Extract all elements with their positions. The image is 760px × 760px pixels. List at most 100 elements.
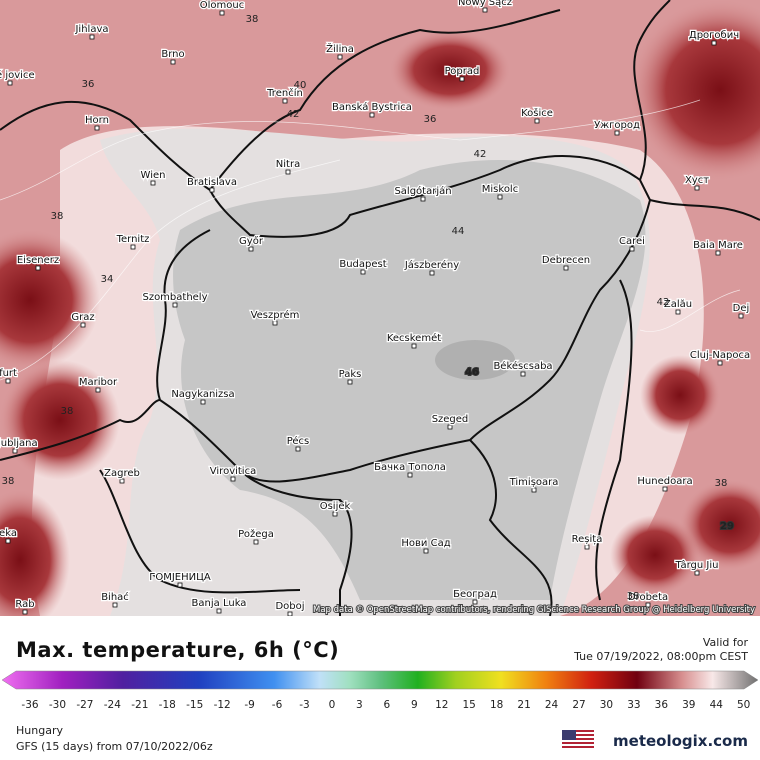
flag-icon[interactable] bbox=[562, 730, 594, 750]
city-marker bbox=[172, 302, 178, 308]
city-marker bbox=[89, 34, 95, 40]
city-marker bbox=[369, 112, 375, 118]
region: Hungary bbox=[16, 724, 63, 737]
city-label: Zalău bbox=[664, 299, 692, 310]
city-marker bbox=[675, 309, 681, 315]
city-marker bbox=[119, 478, 125, 484]
city-marker bbox=[715, 250, 721, 256]
contour-label: 34 bbox=[101, 274, 114, 285]
city-label: Požega bbox=[238, 528, 274, 540]
contour-label: 29 bbox=[720, 521, 734, 532]
city-label: Нови Сад bbox=[401, 538, 450, 549]
city-label: Békéscsaba bbox=[493, 360, 552, 372]
city-marker bbox=[209, 187, 215, 193]
contour-label: 38 bbox=[246, 14, 259, 25]
hot-core bbox=[173, 160, 646, 600]
city-label: Graz bbox=[71, 312, 94, 323]
colorbar-tick-label: 24 bbox=[545, 699, 559, 711]
city-marker bbox=[5, 538, 11, 544]
city-label: Budapest bbox=[339, 259, 386, 270]
city-label: Cluj-Napoca bbox=[690, 350, 750, 361]
colorbar-tick-label: 44 bbox=[710, 699, 724, 711]
colorbar-scale bbox=[1, 670, 759, 690]
city-marker bbox=[5, 378, 11, 384]
city-label: Carei bbox=[619, 236, 645, 247]
city-marker bbox=[531, 487, 537, 493]
city-marker bbox=[272, 320, 278, 326]
city-marker bbox=[629, 246, 635, 252]
city-marker bbox=[429, 270, 435, 276]
city-marker bbox=[287, 611, 293, 616]
city-label: Nowy Sącz bbox=[458, 0, 512, 8]
city-label: Olomouc bbox=[200, 0, 244, 11]
city-label: Doboj bbox=[275, 601, 304, 612]
colorbar-tick-label: -6 bbox=[272, 699, 283, 711]
city-label: Bihać bbox=[101, 591, 129, 603]
colorbar-tick-label: 9 bbox=[411, 699, 418, 711]
city-marker bbox=[35, 265, 41, 271]
city-marker bbox=[717, 360, 723, 366]
city-marker bbox=[497, 194, 503, 200]
city-marker bbox=[248, 246, 254, 252]
colorbar-tick-label: 39 bbox=[682, 699, 695, 711]
city-marker bbox=[253, 539, 259, 545]
hot-spot bbox=[0, 490, 70, 616]
colorbar-tick-label: -12 bbox=[214, 699, 231, 711]
city-marker bbox=[738, 313, 744, 319]
colorbar-tick-label: -3 bbox=[299, 699, 309, 711]
hot-spot bbox=[630, 0, 760, 180]
city-marker bbox=[534, 118, 540, 124]
city-marker bbox=[80, 322, 86, 328]
city-marker bbox=[219, 10, 225, 16]
city-marker bbox=[423, 548, 429, 554]
city-label: Jászberény bbox=[404, 259, 459, 271]
colorbar-tick-label: -18 bbox=[159, 699, 176, 711]
city-marker bbox=[22, 609, 28, 615]
city-label: ské jovice bbox=[0, 69, 35, 81]
colorbar-tick-label: 21 bbox=[517, 699, 530, 711]
legend-title: Max. temperature, 6h (°C) bbox=[16, 638, 340, 662]
contour-label: 40 bbox=[294, 80, 307, 91]
city-marker bbox=[694, 185, 700, 191]
contour-label: 36 bbox=[424, 114, 437, 125]
isotherms bbox=[0, 99, 741, 381]
city-label: Reșița bbox=[572, 534, 603, 545]
colorbar-tick-label: 50 bbox=[737, 699, 750, 711]
city-label: Poprad bbox=[445, 66, 480, 77]
city-label: furt bbox=[0, 368, 17, 379]
city-label: Győr bbox=[239, 235, 264, 247]
city-label: Београд bbox=[453, 589, 497, 600]
city-marker bbox=[459, 76, 465, 82]
logo[interactable]: meteologix.com bbox=[613, 732, 748, 750]
city-label: Košice bbox=[521, 107, 553, 119]
city-label: Бачка Топола bbox=[374, 462, 446, 473]
city-marker bbox=[200, 399, 206, 405]
contour-label: 42 bbox=[287, 109, 300, 120]
city-label: Szeged bbox=[432, 414, 469, 425]
contour-label: 42 bbox=[657, 297, 670, 308]
city-label: Horn bbox=[85, 115, 109, 126]
city-label: eka bbox=[0, 528, 17, 539]
colorbar-tick-label: -9 bbox=[244, 699, 254, 711]
city-label: ГОМЈЕНИЦА bbox=[149, 572, 211, 583]
city-label: Dej bbox=[733, 303, 750, 314]
city-label: Eisenerz bbox=[17, 255, 59, 266]
legend-panel: Max. temperature, 6h (°C) Valid for Tue … bbox=[0, 616, 760, 760]
city-label: Trenčín bbox=[266, 87, 303, 99]
colorbar-tick-label: 15 bbox=[463, 699, 476, 711]
city-marker bbox=[482, 7, 488, 13]
colorbar-tick-label: 30 bbox=[600, 699, 613, 711]
city-marker bbox=[170, 59, 176, 65]
city-label: Baia Mare bbox=[693, 240, 743, 251]
colorbar-tick-label: -30 bbox=[49, 699, 66, 711]
city-label: Хуст bbox=[685, 175, 709, 186]
model-run: GFS (15 days) from 07/10/2022/06z bbox=[16, 740, 213, 753]
city-label: Jihlava bbox=[74, 24, 108, 35]
city-label: Debrecen bbox=[542, 255, 590, 266]
city-label: Timișoara bbox=[509, 477, 559, 488]
borders bbox=[0, 0, 760, 616]
contour-label: 38 bbox=[51, 211, 64, 222]
city-label: Osijek bbox=[320, 501, 351, 512]
city-label: Maribor bbox=[79, 377, 118, 388]
city-label: Târgu Jiu bbox=[675, 559, 719, 571]
